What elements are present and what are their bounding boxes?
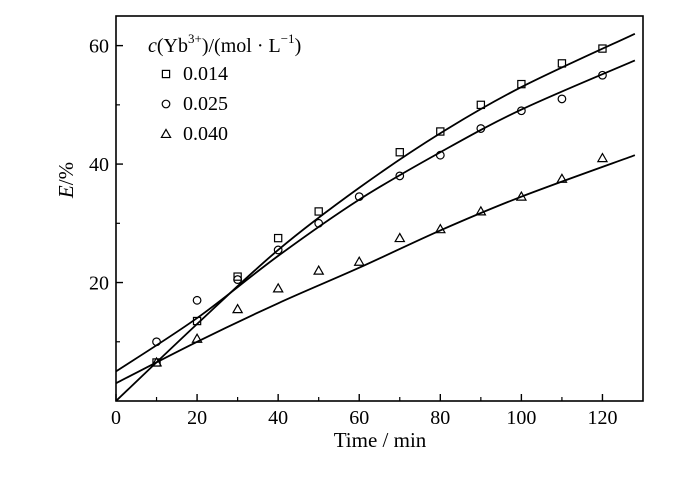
x-tick-label: 60 <box>349 407 369 429</box>
x-tick-label: 20 <box>187 407 207 429</box>
data-point-square <box>395 148 404 157</box>
data-point-square <box>314 207 323 216</box>
plot-border <box>115 15 644 402</box>
data-point-square <box>557 59 567 68</box>
data-point-circle <box>476 124 486 133</box>
x-tick-label: 100 <box>506 407 536 429</box>
data-point-square <box>517 79 526 89</box>
data-point-circle <box>354 192 364 202</box>
data-point-triangle <box>596 152 609 163</box>
legend-label: 0.040 <box>183 123 228 145</box>
data-point-triangle <box>231 303 244 314</box>
legend-marker-circle <box>161 99 171 109</box>
legend-title-species: (Yb <box>157 35 188 57</box>
legend-title: c(Yb3+)/(mol · L−1) <box>148 31 301 57</box>
data-point-circle <box>233 275 243 284</box>
legend-title-close: ) <box>295 35 302 57</box>
data-point-square <box>273 233 283 243</box>
data-point-square <box>598 44 607 53</box>
legend-items: 0.014 0.025 0.040 <box>160 63 228 145</box>
data-markers <box>150 44 609 367</box>
data-point-circle <box>557 94 567 104</box>
data-point-triangle <box>515 190 528 201</box>
legend-title-c: c <box>148 35 157 57</box>
y-axis-label-unit: /% <box>54 162 78 185</box>
data-point-triangle <box>434 223 446 234</box>
y-axis-label-main: E <box>54 185 78 199</box>
data-point-square <box>436 127 445 136</box>
data-point-triangle <box>556 173 568 183</box>
x-tick-label: 0 <box>111 407 121 429</box>
legend-label: 0.025 <box>183 93 228 115</box>
data-point-triangle <box>475 205 487 216</box>
plot-frame <box>115 15 644 402</box>
y-axis-label: E/% <box>54 162 78 199</box>
data-point-triangle <box>353 255 365 266</box>
data-point-triangle <box>313 264 325 275</box>
y-tick-label: 60 <box>89 36 109 58</box>
x-tick-label: 40 <box>268 407 288 429</box>
legend-marker-square <box>161 69 171 79</box>
legend-title-units: )/(mol · L <box>202 35 281 57</box>
data-point-triangle <box>150 356 163 367</box>
data-point-square <box>233 272 242 281</box>
data-point-circle <box>598 70 607 80</box>
fit-curve-circle <box>115 59 636 373</box>
legend: c(Yb3+)/(mol · L−1) 0.014 0.025 0.040 <box>148 31 301 145</box>
fit-curve-square <box>115 32 636 402</box>
fit-curves <box>115 32 636 402</box>
data-point-circle <box>435 150 445 160</box>
y-tick-label: 40 <box>89 154 109 176</box>
data-point-square <box>476 100 486 110</box>
legend-title-charge: 3+ <box>188 31 202 46</box>
data-point-circle <box>273 245 283 255</box>
data-point-triangle <box>272 282 284 293</box>
x-tick-label: 120 <box>587 407 617 429</box>
data-point-circle <box>395 171 405 181</box>
legend-label: 0.014 <box>183 63 228 85</box>
data-point-circle <box>516 106 526 116</box>
data-point-circle <box>314 218 324 228</box>
x-axis-label: Time / min <box>334 428 427 452</box>
y-tick-label: 20 <box>89 273 109 295</box>
legend-title-exp: −1 <box>281 31 295 46</box>
legend-marker-triangle <box>160 128 172 139</box>
data-point-circle <box>192 295 202 305</box>
data-point-circle <box>152 337 161 347</box>
data-point-square <box>192 316 202 326</box>
axis-ticks: 0 20 40 60 80 100 120 20 40 60 <box>89 36 617 429</box>
x-tick-label: 80 <box>430 407 450 429</box>
data-point-triangle <box>394 232 406 243</box>
data-point-triangle <box>191 332 203 343</box>
